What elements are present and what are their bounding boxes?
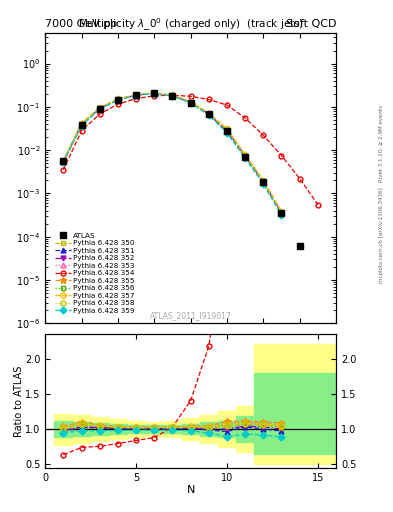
Text: 7000 GeV pp: 7000 GeV pp: [45, 19, 118, 29]
Text: Rivet 3.1.10; ≥ 2.9M events: Rivet 3.1.10; ≥ 2.9M events: [379, 105, 384, 182]
Text: Soft QCD: Soft QCD: [286, 19, 336, 29]
Title: Multiplicity $\lambda\_0^0$ (charged only)  (track jets): Multiplicity $\lambda\_0^0$ (charged onl…: [77, 17, 304, 33]
Text: ATLAS_2011_I919017: ATLAS_2011_I919017: [150, 311, 231, 321]
Legend: ATLAS, Pythia 6.428 350, Pythia 6.428 351, Pythia 6.428 352, Pythia 6.428 353, P: ATLAS, Pythia 6.428 350, Pythia 6.428 35…: [55, 233, 135, 314]
Text: mcplots.cern.ch [arXiv:1306.3436]: mcplots.cern.ch [arXiv:1306.3436]: [379, 188, 384, 283]
Y-axis label: Ratio to ATLAS: Ratio to ATLAS: [14, 366, 24, 437]
X-axis label: N: N: [186, 485, 195, 495]
